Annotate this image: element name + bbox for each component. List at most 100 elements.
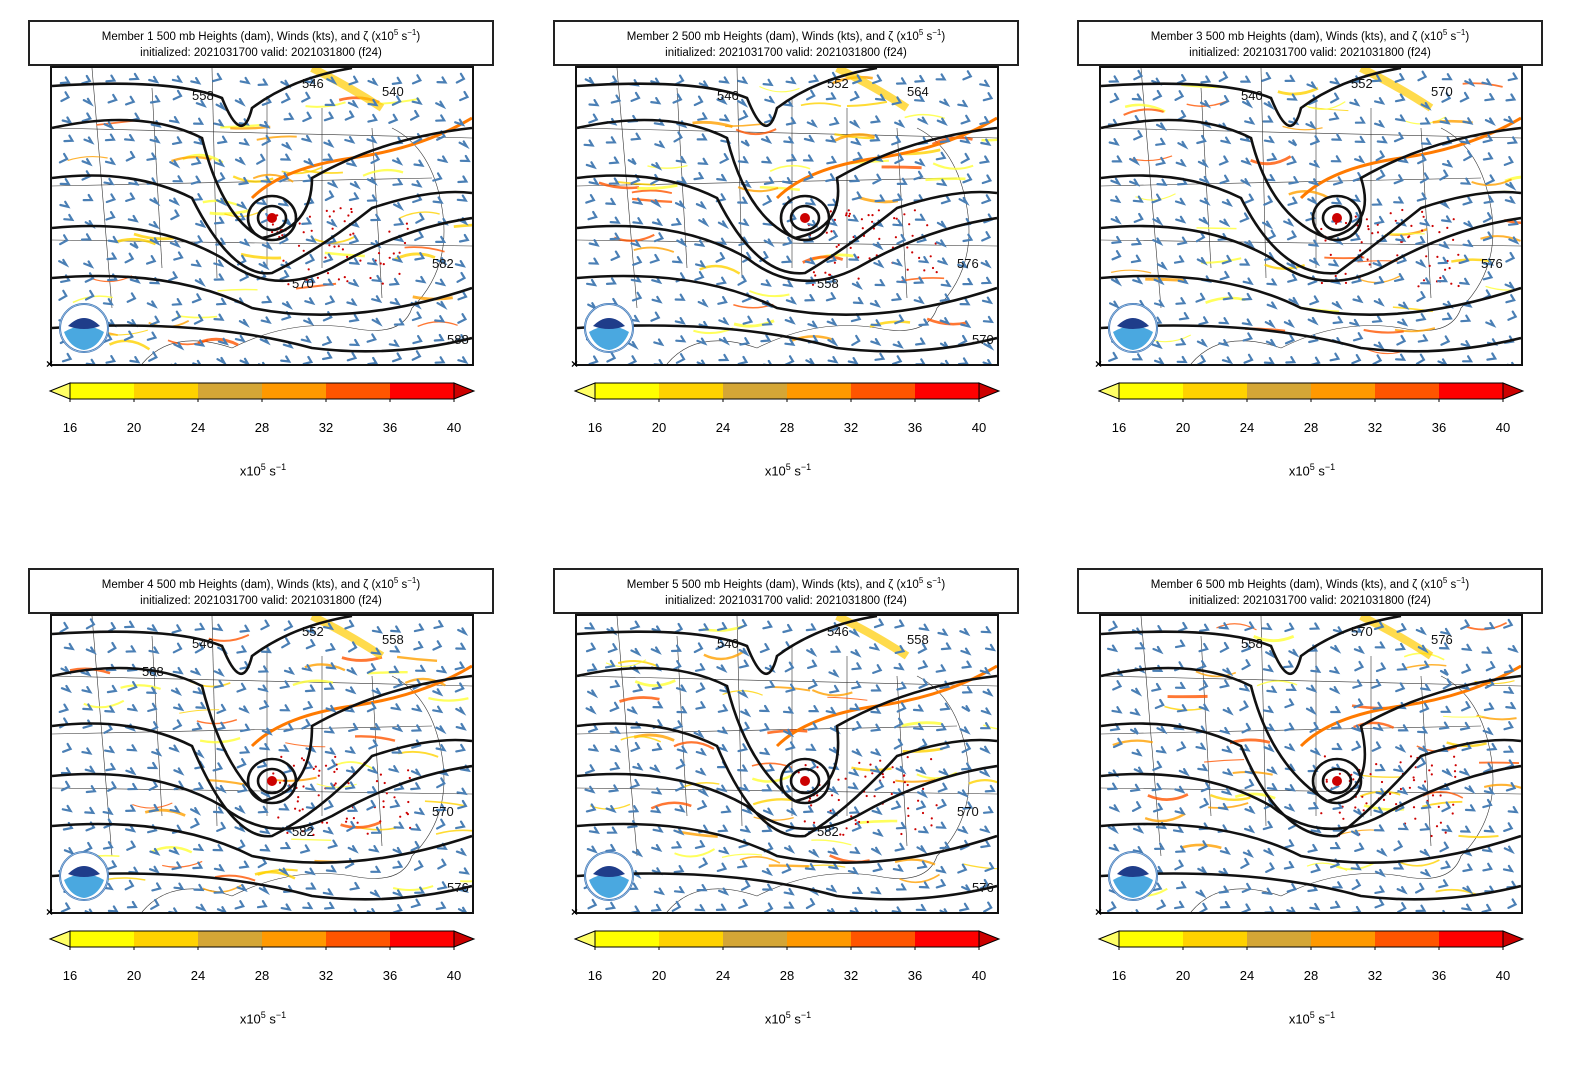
contour-label: 552 — [1351, 76, 1373, 91]
colorbar-tick-label: 24 — [190, 420, 206, 435]
corner-marker: × — [46, 357, 54, 371]
colorbar-tick-label: 36 — [907, 420, 923, 435]
unit-base: x10 — [1288, 1011, 1310, 1027]
unit-sup: 5 — [1309, 1010, 1315, 1020]
colorbar-tick-label: 36 — [907, 968, 923, 983]
colorbar-segment — [1439, 931, 1503, 947]
title-sup: 5 — [393, 576, 399, 586]
contour-label: 546 — [302, 76, 324, 91]
title-text: Member 4 500 mb Heights (dam), Winds (kt… — [101, 578, 394, 591]
low-center — [1332, 213, 1342, 223]
contour-label: 540 — [382, 84, 404, 99]
vorticity-shading — [67, 68, 472, 351]
colorbar-tick-label: 20 — [651, 420, 667, 435]
contour-label: 576 — [957, 256, 979, 271]
noaa-logo-icon — [1107, 850, 1159, 902]
corner-marker: × — [46, 905, 54, 919]
wind-barbs — [583, 70, 995, 364]
colorbar-segment — [1375, 383, 1439, 399]
panel-title-box: Member 6 500 mb Heights (dam), Winds (kt… — [1077, 568, 1543, 614]
panel-title-box: Member 1 500 mb Heights (dam), Winds (kt… — [28, 20, 494, 66]
unit-sup-exp: −1 — [275, 1010, 287, 1020]
member-panel: Member 3 500 mb Heights (dam), Winds (kt… — [1077, 20, 1577, 510]
unit-rest: s — [790, 1011, 801, 1027]
colorbar-tick-label: 24 — [1239, 420, 1255, 435]
panel-title: Member 5 500 mb Heights (dam), Winds (kt… — [627, 573, 945, 593]
colorbar-tick-label: 28 — [254, 420, 270, 435]
colorbar-segment — [70, 383, 134, 399]
title-text-units: s — [398, 578, 408, 591]
title-close: ) — [941, 578, 946, 591]
unit-rest: s — [1314, 463, 1325, 479]
colorbar-segment — [1247, 931, 1311, 947]
noaa-logo-icon — [58, 302, 110, 354]
contour-label: 558 — [1241, 636, 1263, 651]
unit-sup-exp: −1 — [1324, 1010, 1336, 1020]
colorbar-tick-label: 16 — [62, 968, 78, 983]
title-sup: 5 — [1442, 28, 1448, 38]
map-canvas: 546 552 564 576 570 558 — [577, 68, 997, 364]
colorbar-bar — [573, 382, 1001, 402]
colorbar-segment — [70, 931, 134, 947]
title-sup: 5 — [918, 28, 924, 38]
map-canvas: 540 546 558 570 576 582 — [577, 616, 997, 912]
colorbar-ticks: 16 20 24 28 32 36 40 — [573, 420, 1003, 440]
map-canvas: 540 552 570 576 — [1101, 68, 1521, 364]
colorbar-ticks: 16 20 24 28 32 36 40 — [1097, 968, 1527, 988]
colorbar-tick-label: 40 — [971, 968, 987, 983]
colorbar-segment — [787, 931, 851, 947]
title-close: ) — [416, 30, 421, 43]
corner-marker: × — [571, 357, 579, 371]
contour-label: 570 — [292, 276, 314, 291]
colorbar-tick-label: 20 — [651, 968, 667, 983]
colorbar-tick-label: 16 — [587, 420, 603, 435]
unit-base: x10 — [764, 1011, 786, 1027]
map-plot: 546 552 558 570 576 582 588 — [50, 614, 474, 914]
low-center — [800, 213, 810, 223]
colorbar-segment — [723, 931, 787, 947]
low-center — [800, 776, 810, 786]
colorbar-tick-label: 28 — [1303, 968, 1319, 983]
unit-sup: 5 — [785, 462, 791, 472]
colorbar-bar — [48, 930, 476, 950]
colorbar-tick-label: 20 — [126, 968, 142, 983]
colorbar-tick-label: 40 — [446, 968, 462, 983]
map-plot: 540 552 570 576 — [1099, 66, 1523, 366]
colorbar-tick-label: 32 — [843, 420, 859, 435]
unit-base: x10 — [1288, 463, 1310, 479]
colorbar-tick-label: 32 — [843, 968, 859, 983]
colorbar-segment — [1119, 931, 1183, 947]
colorbar-segment — [595, 931, 659, 947]
panel-title-box: Member 2 500 mb Heights (dam), Winds (kt… — [553, 20, 1019, 66]
colorbar-segment — [659, 383, 723, 399]
colorbar-bar — [48, 382, 476, 402]
colorbar-ticks: 16 20 24 28 32 36 40 — [48, 968, 478, 988]
contour-label: 576 — [1431, 632, 1453, 647]
contour-label: 582 — [817, 824, 839, 839]
contour-label: 540 — [717, 636, 739, 651]
colorbar-unit-label: x105 s−1 — [573, 462, 1003, 478]
colorbar-tick-label: 40 — [1495, 968, 1511, 983]
contour-label: 558 — [817, 276, 839, 291]
colorbar-tick-label: 24 — [715, 968, 731, 983]
contour-label: 546 — [827, 624, 849, 639]
colorbar-tick-label: 20 — [1175, 420, 1191, 435]
contour-label: 546 — [717, 88, 739, 103]
title-close: ) — [941, 30, 946, 43]
colorbar-segment — [1311, 383, 1375, 399]
colorbar-ticks: 16 20 24 28 32 36 40 — [48, 420, 478, 440]
panel-title-box: Member 4 500 mb Heights (dam), Winds (kt… — [28, 568, 494, 614]
colorbar-segment — [1311, 931, 1375, 947]
colorbar-bar — [1097, 930, 1525, 950]
unit-sup: 5 — [1309, 462, 1315, 472]
state-boundaries — [1101, 616, 1521, 912]
colorbar-segment — [851, 383, 915, 399]
unit-sup: 5 — [785, 1010, 791, 1020]
contour-label: 570 — [957, 804, 979, 819]
colorbar: 16 20 24 28 32 36 40 x105 s−1 — [1097, 380, 1527, 500]
colorbar: 16 20 24 28 32 36 40 x105 s−1 — [48, 380, 478, 500]
colorbar: 16 20 24 28 32 36 40 x105 s−1 — [573, 928, 1003, 1048]
panel-subtitle: initialized: 2021031700 valid: 202103180… — [665, 594, 907, 607]
title-text-units: s — [923, 30, 933, 43]
corner-marker: × — [1095, 357, 1103, 371]
